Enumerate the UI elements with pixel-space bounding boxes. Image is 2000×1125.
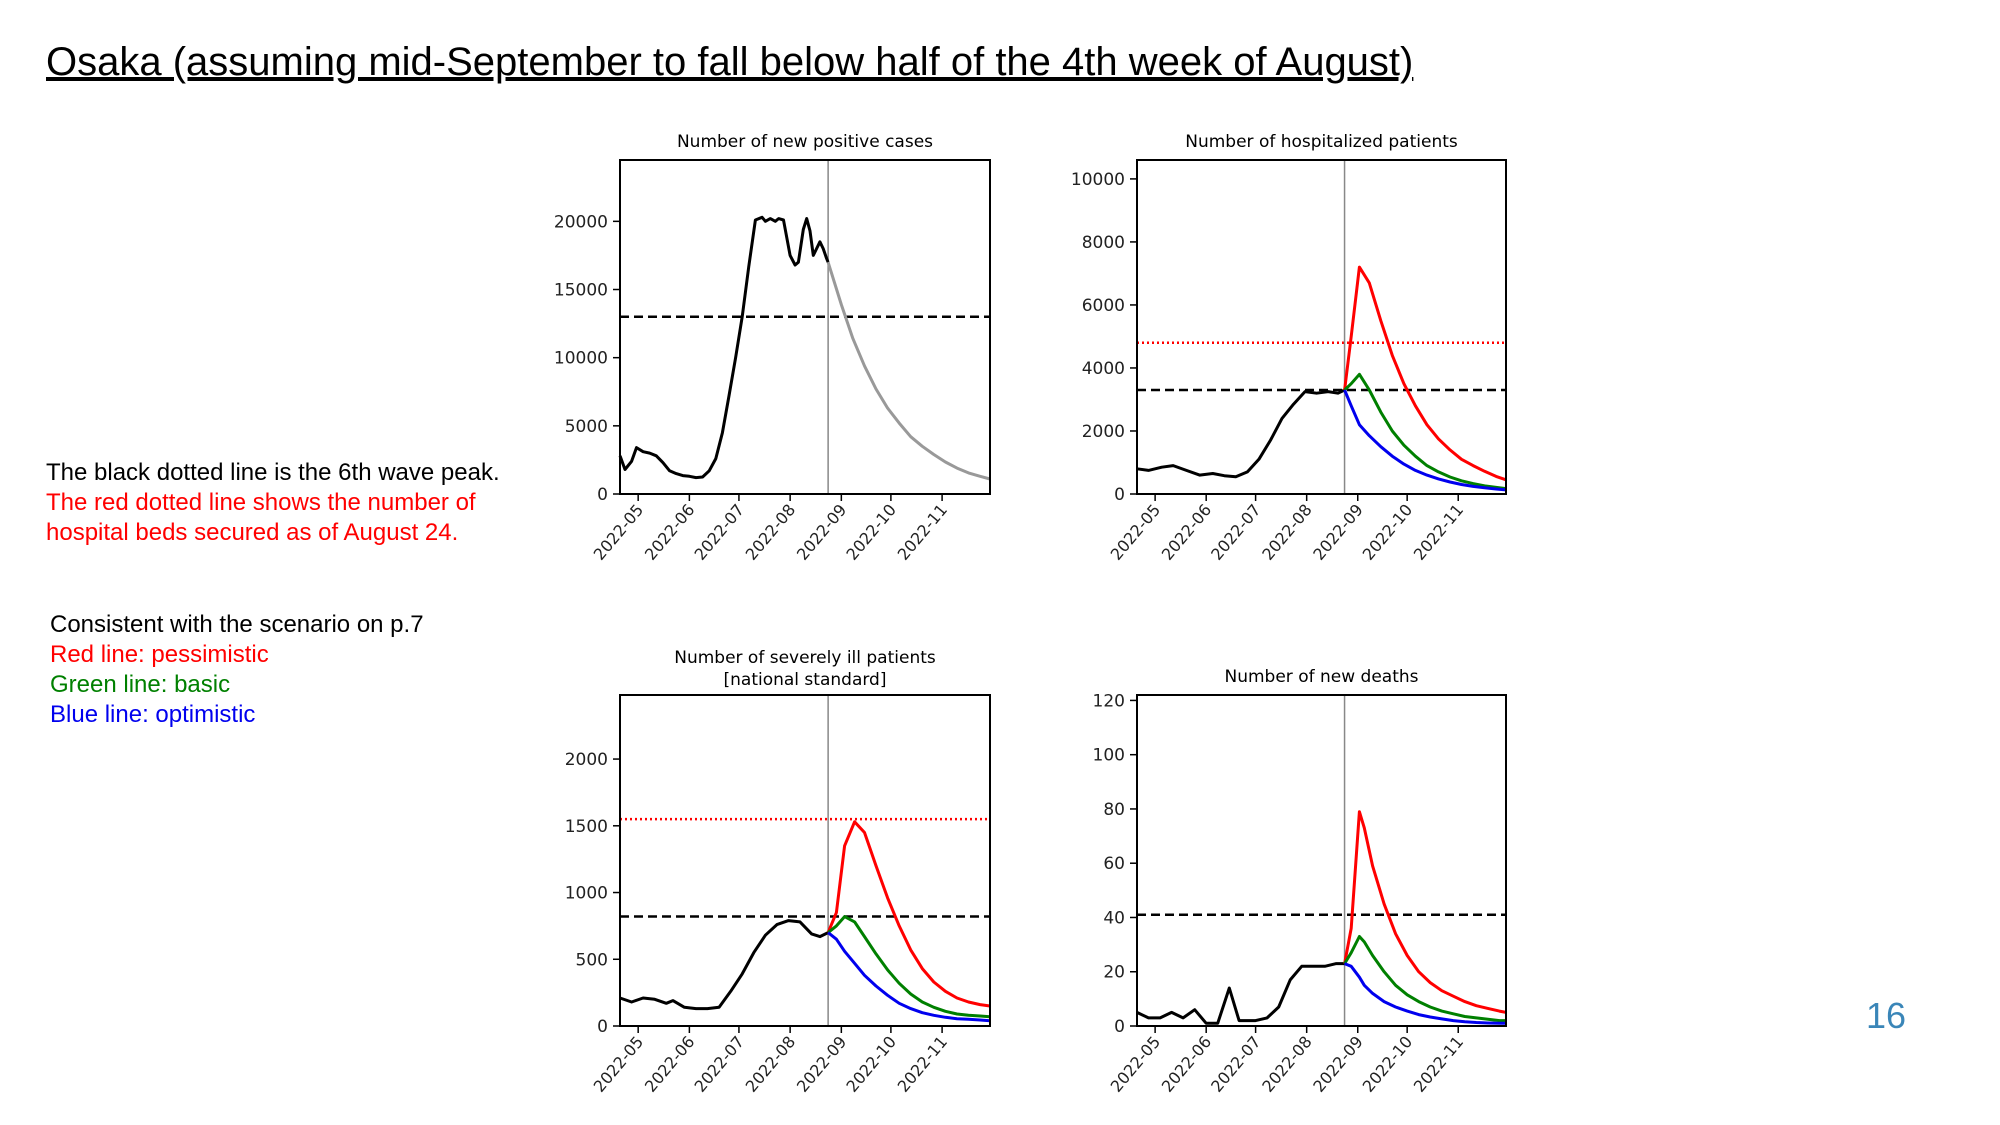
x-tick-label: 2022-06	[1158, 1032, 1216, 1095]
x-tick-label: 2022-09	[1309, 1032, 1367, 1095]
y-tick-label: 4000	[1082, 359, 1125, 379]
scenario-note: Consistent with the scenario on p.7 Red …	[50, 610, 424, 730]
y-tick-label: 2000	[1082, 422, 1125, 442]
reference-line-note-red-1: The red dotted line shows the number of	[46, 489, 476, 516]
plot-frame	[1136, 159, 1507, 495]
page-number: 16	[1866, 995, 1907, 1036]
chart-title: Number of hospitalized patients	[1185, 132, 1458, 152]
y-tick-label: 120	[1093, 691, 1125, 711]
series-line-basic	[827, 915, 991, 1019]
reference-line-note-red-2: hospital beds secured as of August 24.	[46, 519, 459, 546]
x-tick-label: 2022-05	[1107, 1032, 1165, 1095]
x-tick-label: 2022-10	[1359, 1032, 1417, 1095]
y-tick-label: 1500	[565, 817, 608, 837]
series-line-actual	[1136, 962, 1345, 1025]
series-line-projection	[826, 261, 991, 481]
chart-title: Number of new deaths	[1225, 667, 1419, 687]
y-tick-label: 5000	[565, 417, 608, 437]
y-tick-label: 1000	[565, 884, 608, 904]
scenario-note-heading: Consistent with the scenario on p.7	[50, 611, 424, 638]
series-line-optimistic	[1344, 962, 1506, 1025]
series-line-pessimistic	[1343, 265, 1507, 482]
scenario-note-green: Green line: basic	[50, 671, 231, 698]
plot-frame	[1136, 694, 1507, 1027]
chart-title: Number of new positive cases	[677, 132, 933, 152]
y-tick-label: 0	[597, 1017, 608, 1037]
y-tick-label: 10000	[1071, 170, 1125, 190]
x-tick-label: 2022-07	[1207, 1032, 1265, 1095]
y-tick-label: 500	[576, 950, 608, 970]
series-line-actual	[618, 215, 830, 480]
series-line-pessimistic	[1343, 810, 1507, 1014]
reference-line-note-black: The black dotted line is the 6th wave pe…	[46, 459, 500, 486]
scenario-note-blue: Blue line: optimistic	[50, 701, 256, 728]
chart-subtitle: [national standard]	[724, 670, 887, 690]
series-line-pessimistic	[826, 820, 991, 1008]
y-tick-label: 0	[1114, 485, 1125, 505]
y-tick-label: 0	[1114, 1017, 1125, 1037]
y-tick-label: 60	[1103, 854, 1125, 874]
plot-frame	[619, 694, 991, 1027]
y-tick-label: 20	[1103, 963, 1125, 983]
y-tick-label: 10000	[554, 349, 608, 369]
plot-frame	[619, 159, 991, 495]
series-line-actual	[619, 919, 829, 1011]
y-tick-label: 8000	[1082, 233, 1125, 253]
series-line-actual	[1136, 388, 1346, 479]
y-tick-label: 15000	[554, 281, 608, 301]
x-tick-label: 2022-11	[1410, 1032, 1468, 1095]
scenario-note-red: Red line: pessimistic	[50, 641, 269, 668]
reference-line-note: The black dotted line is the 6th wave pe…	[46, 458, 500, 548]
y-tick-label: 40	[1103, 908, 1125, 928]
y-tick-label: 80	[1103, 800, 1125, 820]
y-tick-label: 0	[597, 485, 608, 505]
series-line-optimistic	[1343, 389, 1507, 492]
x-tick-label: 2022-08	[1258, 1032, 1316, 1095]
chart-title: Number of severely ill patients	[674, 648, 936, 668]
y-tick-label: 2000	[565, 750, 608, 770]
slide-title: Osaka (assuming mid-September to fall be…	[46, 40, 1414, 84]
y-tick-label: 100	[1093, 746, 1125, 766]
series-line-optimistic	[827, 931, 991, 1023]
y-tick-label: 6000	[1082, 296, 1125, 316]
series-line-basic	[1343, 935, 1506, 1023]
y-tick-label: 20000	[554, 212, 608, 232]
series-line-basic	[1343, 372, 1507, 491]
